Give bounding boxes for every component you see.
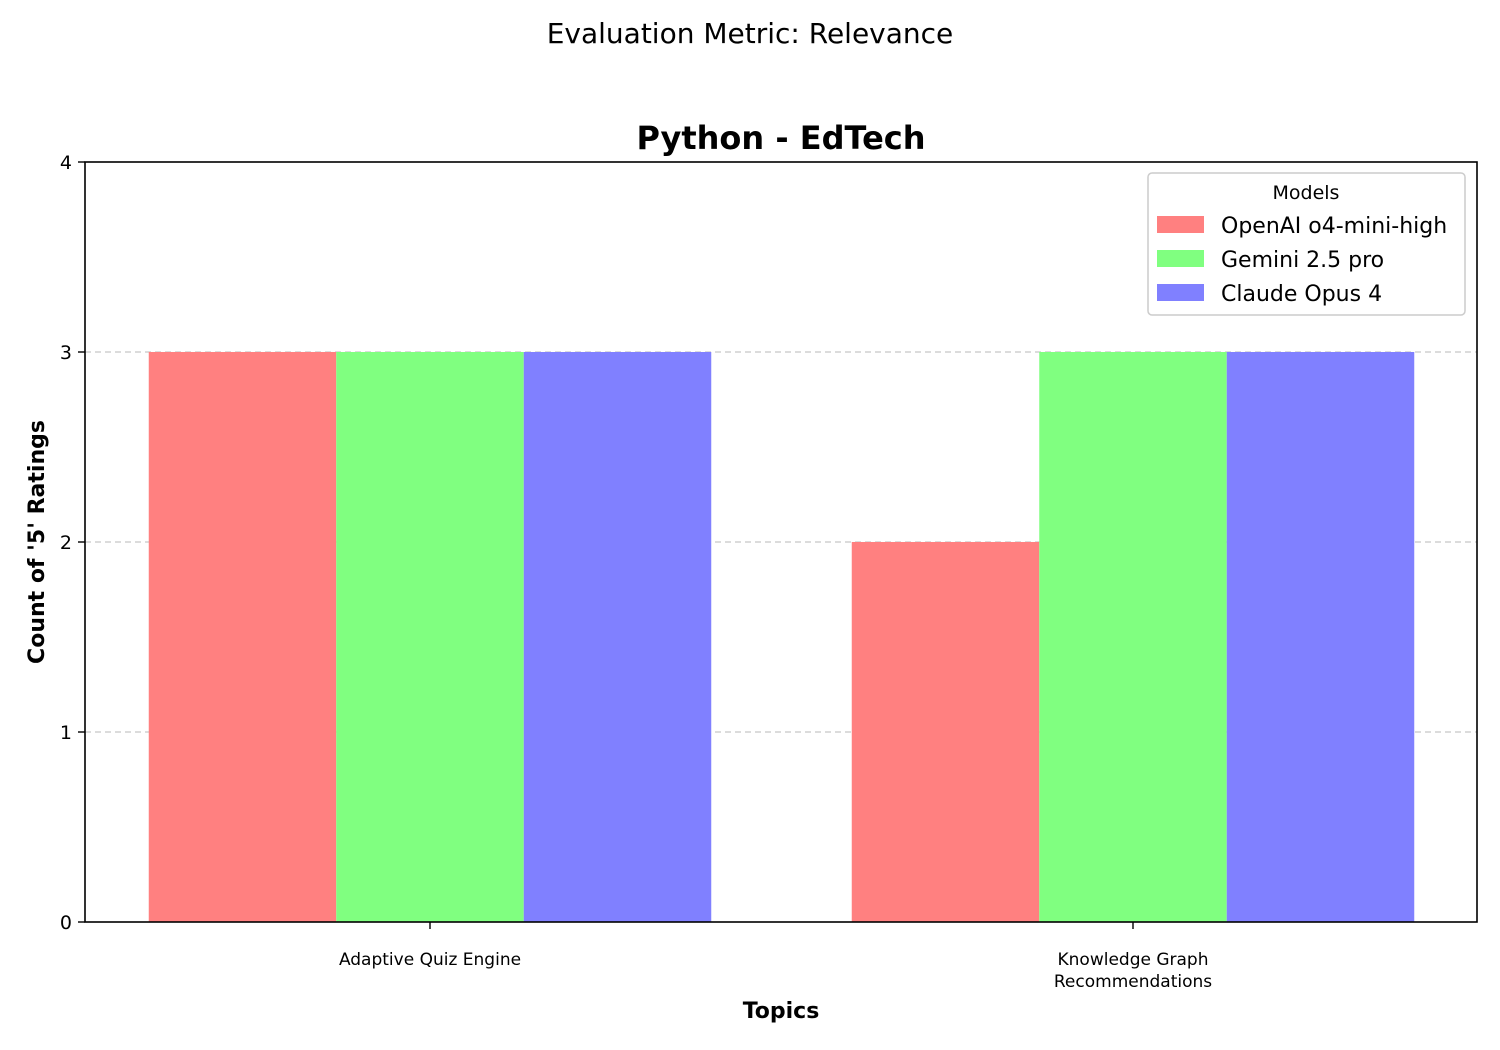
y-tick-label: 4 (60, 152, 72, 174)
y-tick-label: 2 (60, 532, 72, 554)
bar-1-0 (336, 352, 524, 922)
y-tick-label: 1 (60, 722, 72, 744)
x-tick-label: Adaptive Quiz Engine (339, 950, 521, 970)
x-axis-label: Topics (743, 999, 820, 1024)
legend: Models OpenAI o4-mini-high Gemini 2.5 pro… (1147, 172, 1466, 316)
y-tick-label: 3 (60, 342, 72, 364)
x-axis: Adaptive Quiz Engine Knowledge Graph Recom… (339, 922, 1212, 992)
legend-box (1147, 172, 1466, 316)
legend-swatch (1157, 216, 1204, 233)
legend-swatch (1157, 250, 1204, 267)
legend-entry-label: Claude Opus 4 (1221, 282, 1382, 307)
y-tick-label: 0 (60, 912, 72, 934)
legend-entry-label: OpenAI o4-mini-high (1221, 214, 1447, 239)
legend-swatch (1157, 284, 1204, 301)
legend-entry-label: Gemini 2.5 pro (1221, 248, 1384, 273)
x-tick-label: Knowledge Graph Recommendations (1054, 950, 1212, 992)
y-axis-label: Count of '5' Ratings (25, 420, 50, 664)
bar-0-0 (148, 352, 337, 922)
figure-suptitle: Evaluation Metric: Relevance (547, 17, 954, 50)
bar-2-0 (523, 352, 712, 922)
bar-1-1 (1039, 352, 1227, 922)
bar-0-1 (851, 542, 1040, 922)
bar-2-1 (1226, 352, 1415, 922)
chart-title: Python - EdTech (636, 119, 925, 157)
y-axis: 0 1 2 3 4 (60, 152, 85, 934)
bars (148, 352, 1415, 922)
legend-title: Models (1273, 182, 1340, 204)
